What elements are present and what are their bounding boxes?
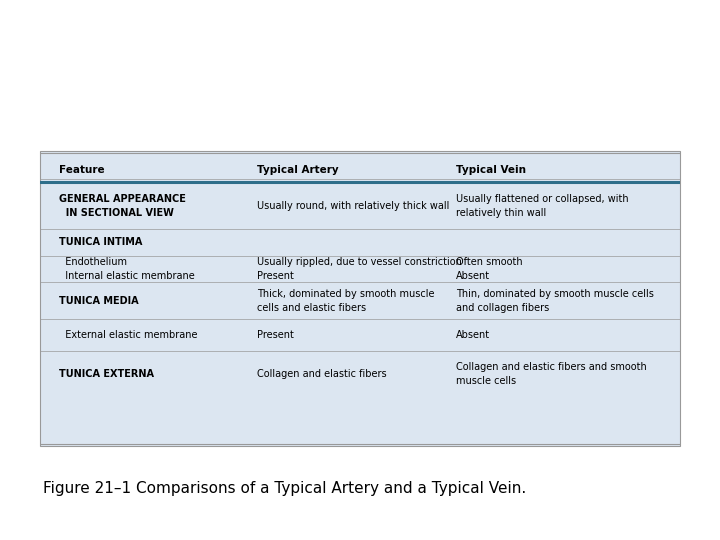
Text: Thin, dominated by smooth muscle cells
and collagen fibers: Thin, dominated by smooth muscle cells a… <box>456 288 654 313</box>
Text: Usually rippled, due to vessel constriction
Present: Usually rippled, due to vessel constrict… <box>258 257 462 281</box>
Text: External elastic membrane: External elastic membrane <box>59 330 197 340</box>
Text: Absent: Absent <box>456 330 490 340</box>
Text: GENERAL APPEARANCE
  IN SECTIONAL VIEW: GENERAL APPEARANCE IN SECTIONAL VIEW <box>59 194 186 218</box>
Text: TUNICA INTIMA: TUNICA INTIMA <box>59 238 142 247</box>
Text: TUNICA EXTERNA: TUNICA EXTERNA <box>59 369 154 379</box>
Text: Present: Present <box>258 330 294 340</box>
Text: Usually round, with relatively thick wall: Usually round, with relatively thick wal… <box>258 201 450 211</box>
Text: Figure 21–1 Comparisons of a Typical Artery and a Typical Vein.: Figure 21–1 Comparisons of a Typical Art… <box>43 481 526 496</box>
Text: Endothelium
  Internal elastic membrane: Endothelium Internal elastic membrane <box>59 257 194 281</box>
Text: TUNICA MEDIA: TUNICA MEDIA <box>59 295 138 306</box>
Text: Typical Vein: Typical Vein <box>456 165 526 176</box>
Text: Collagen and elastic fibers and smooth
muscle cells: Collagen and elastic fibers and smooth m… <box>456 362 647 386</box>
Text: Collagen and elastic fibers: Collagen and elastic fibers <box>258 369 387 379</box>
Text: Often smooth
Absent: Often smooth Absent <box>456 257 523 281</box>
Text: Usually flattened or collapsed, with
relatively thin wall: Usually flattened or collapsed, with rel… <box>456 194 629 218</box>
Text: Blood Vessels: Blood Vessels <box>242 25 478 55</box>
Text: Typical Artery: Typical Artery <box>258 165 339 176</box>
Text: Thick, dominated by smooth muscle
cells and elastic fibers: Thick, dominated by smooth muscle cells … <box>258 288 435 313</box>
Text: Feature: Feature <box>59 165 104 176</box>
